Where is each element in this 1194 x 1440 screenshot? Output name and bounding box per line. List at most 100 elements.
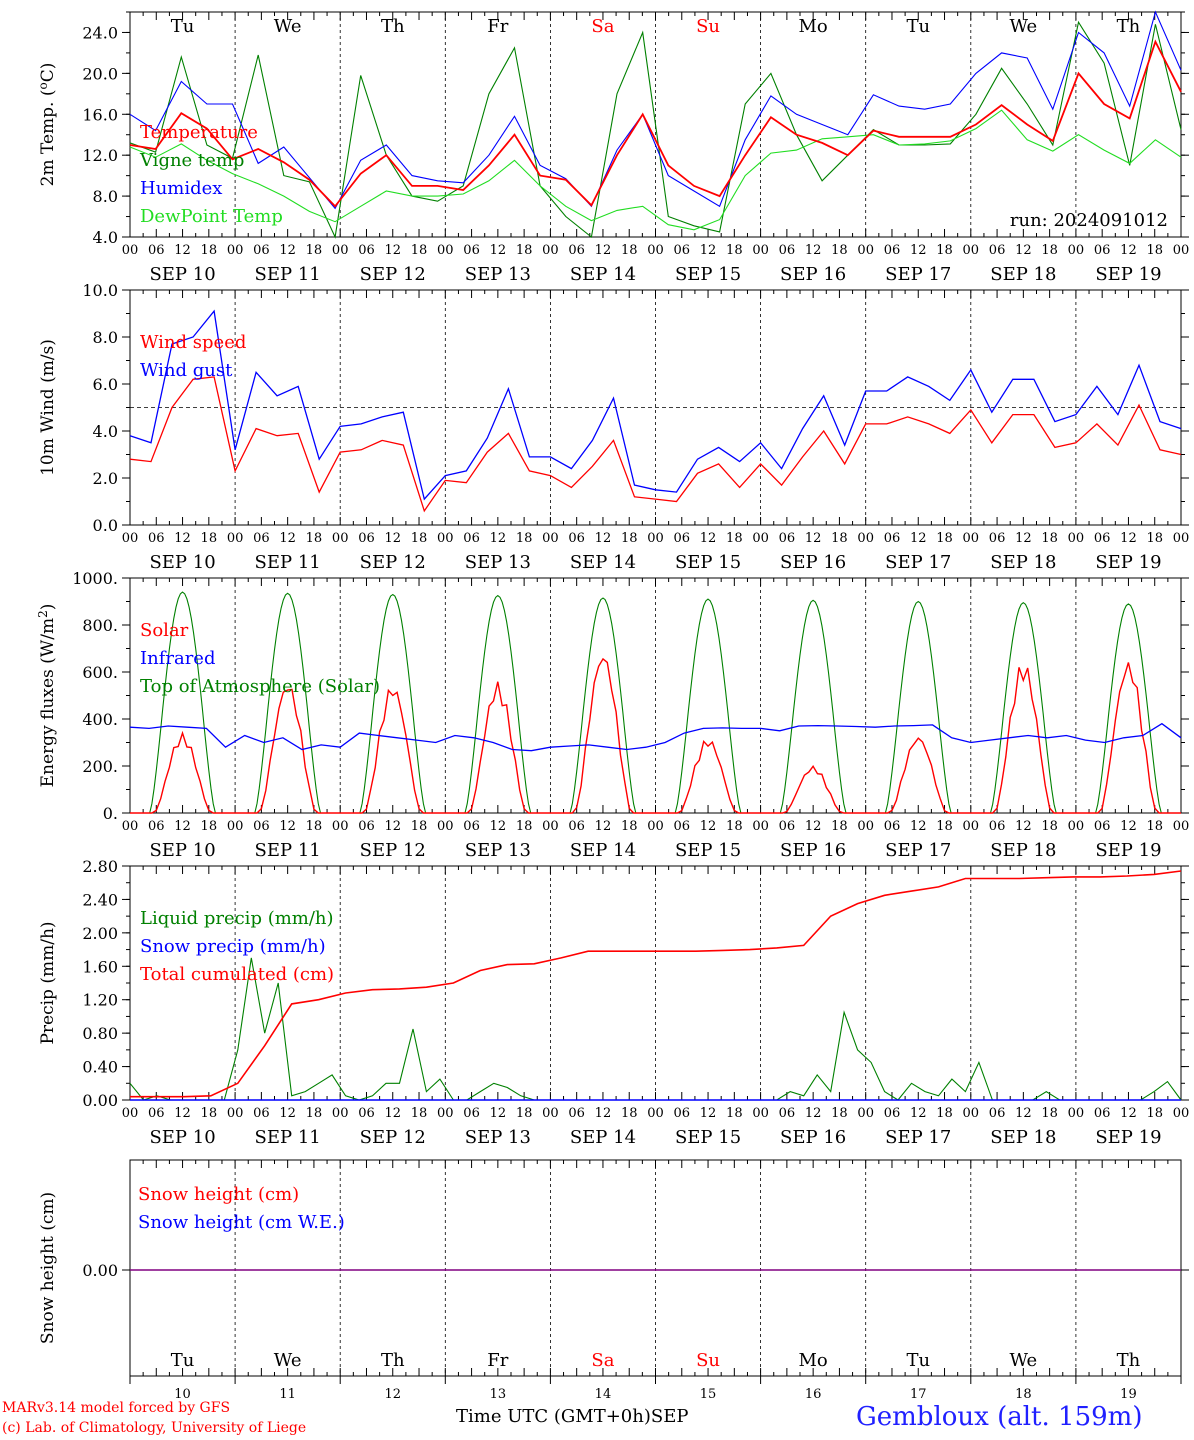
date-label: SEP 15 [675, 1127, 741, 1148]
series-line-wind-gust [129, 309, 1182, 501]
y-tick-label: 16.0 [82, 105, 118, 124]
y-tick-label: 400. [82, 710, 118, 729]
date-label: SEP 12 [360, 1127, 426, 1148]
series-line-solar [130, 730, 236, 814]
hour-tick-label: 18 [516, 1106, 533, 1121]
date-label: SEP 12 [360, 264, 426, 285]
hour-tick-label: 00 [437, 531, 454, 546]
y-axis-label: Snow height (cm) [38, 1192, 58, 1344]
hour-tick-label: 12 [595, 531, 612, 546]
hour-tick-label: 06 [463, 531, 480, 546]
hour-tick-label: 06 [568, 819, 585, 834]
hour-tick-label: 00 [332, 819, 349, 834]
date-label: SEP 12 [360, 552, 426, 573]
hour-tick-label: 00 [227, 819, 244, 834]
series-line-toa-solar [340, 593, 446, 814]
hour-tick-label: 06 [989, 819, 1006, 834]
date-label: SEP 18 [990, 264, 1056, 285]
hour-tick-label: 06 [989, 243, 1006, 258]
hour-tick-label: 06 [358, 243, 375, 258]
date-label: SEP 12 [360, 840, 426, 861]
y-axis-label: 10m Wind (m/s) [38, 339, 58, 476]
hour-tick-label: 12 [1120, 243, 1137, 258]
hour-tick-label: 18 [1041, 243, 1058, 258]
hour-tick-label: 18 [201, 531, 218, 546]
hour-tick-label: 00 [437, 1106, 454, 1121]
y-tick-label: 24.0 [82, 23, 118, 42]
y-tick-label: 0.80 [82, 1024, 118, 1043]
hour-tick-label: 12 [700, 243, 717, 258]
series-line-solar [1075, 662, 1181, 814]
hour-tick-label: 12 [700, 819, 717, 834]
hour-tick-label: 18 [516, 531, 533, 546]
y-tick-label: 2.00 [82, 924, 118, 943]
hour-tick-label: 06 [568, 531, 585, 546]
date-label: SEP 17 [885, 264, 951, 285]
series-line-solar [235, 688, 341, 814]
lab-credit: (c) Lab. of Climatology, University of L… [2, 1420, 307, 1436]
hour-tick-label: 12 [1015, 243, 1032, 258]
series-line-solar [970, 667, 1076, 814]
hour-tick-label: 00 [332, 1106, 349, 1121]
run-label: run: 2024091012 [1010, 210, 1168, 231]
hour-tick-label: 06 [568, 243, 585, 258]
hour-tick-label: 06 [884, 819, 901, 834]
hour-tick-label: 06 [989, 531, 1006, 546]
day-name-label: Th [381, 1350, 405, 1371]
y-tick-label: 0.00 [82, 1091, 118, 1110]
day-number-label: 19 [1120, 1387, 1137, 1402]
hour-tick-label: 00 [122, 531, 139, 546]
hour-tick-label: 12 [1015, 531, 1032, 546]
date-label: SEP 13 [465, 264, 531, 285]
series-line-temperature [129, 39, 1182, 208]
day-name-label: Tu [906, 16, 930, 37]
day-name-label: Th [1117, 16, 1141, 37]
hour-tick-label: 00 [122, 1106, 139, 1121]
series-line-toa-solar [445, 594, 551, 814]
day-name-label: Mo [799, 1350, 828, 1371]
day-name-label: Fr [487, 16, 508, 37]
hour-tick-label: 06 [1094, 531, 1111, 546]
hour-tick-label: 00 [1173, 531, 1190, 546]
series-line-humidex [129, 10, 1182, 210]
day-name-label: Mo [799, 16, 828, 37]
hour-tick-label: 00 [437, 243, 454, 258]
hour-tick-label: 12 [1015, 1106, 1032, 1121]
day-number-label: 13 [490, 1387, 507, 1402]
hour-tick-label: 18 [621, 531, 638, 546]
y-tick-label: 2.80 [82, 857, 118, 876]
hour-tick-label: 00 [437, 819, 454, 834]
date-label: SEP 13 [465, 1127, 531, 1148]
legend-entry: Wind speed [140, 332, 246, 353]
hour-tick-label: 12 [1120, 531, 1137, 546]
y-tick-label: 4.0 [93, 422, 118, 441]
hour-tick-label: 00 [857, 243, 874, 258]
hour-tick-label: 06 [674, 819, 691, 834]
hour-tick-label: 18 [936, 531, 953, 546]
hour-tick-label: 18 [306, 243, 323, 258]
hour-tick-label: 06 [674, 243, 691, 258]
hour-tick-label: 12 [805, 531, 822, 546]
hour-tick-label: 00 [227, 1106, 244, 1121]
hour-tick-label: 00 [752, 531, 769, 546]
hour-tick-label: 18 [516, 819, 533, 834]
date-label: SEP 19 [1095, 840, 1161, 861]
x-axis-month-label: SEP [650, 1406, 689, 1427]
hour-tick-label: 12 [490, 243, 507, 258]
hour-tick-label: 18 [1146, 243, 1163, 258]
hour-tick-label: 06 [779, 243, 796, 258]
date-label: SEP 14 [570, 552, 636, 573]
date-label: SEP 14 [570, 1127, 636, 1148]
legend-entry: Snow height (cm) [138, 1184, 299, 1205]
hour-tick-label: 12 [279, 819, 296, 834]
series-line-toa-solar [550, 597, 656, 814]
hour-tick-label: 18 [411, 243, 428, 258]
day-name-label: Tu [171, 16, 195, 37]
hour-tick-label: 00 [857, 1106, 874, 1121]
hour-tick-label: 12 [384, 1106, 401, 1121]
hour-tick-label: 00 [857, 819, 874, 834]
series-line-toa-solar [865, 600, 971, 814]
legend-entry: Temperature [140, 122, 258, 143]
hour-tick-label: 18 [411, 819, 428, 834]
